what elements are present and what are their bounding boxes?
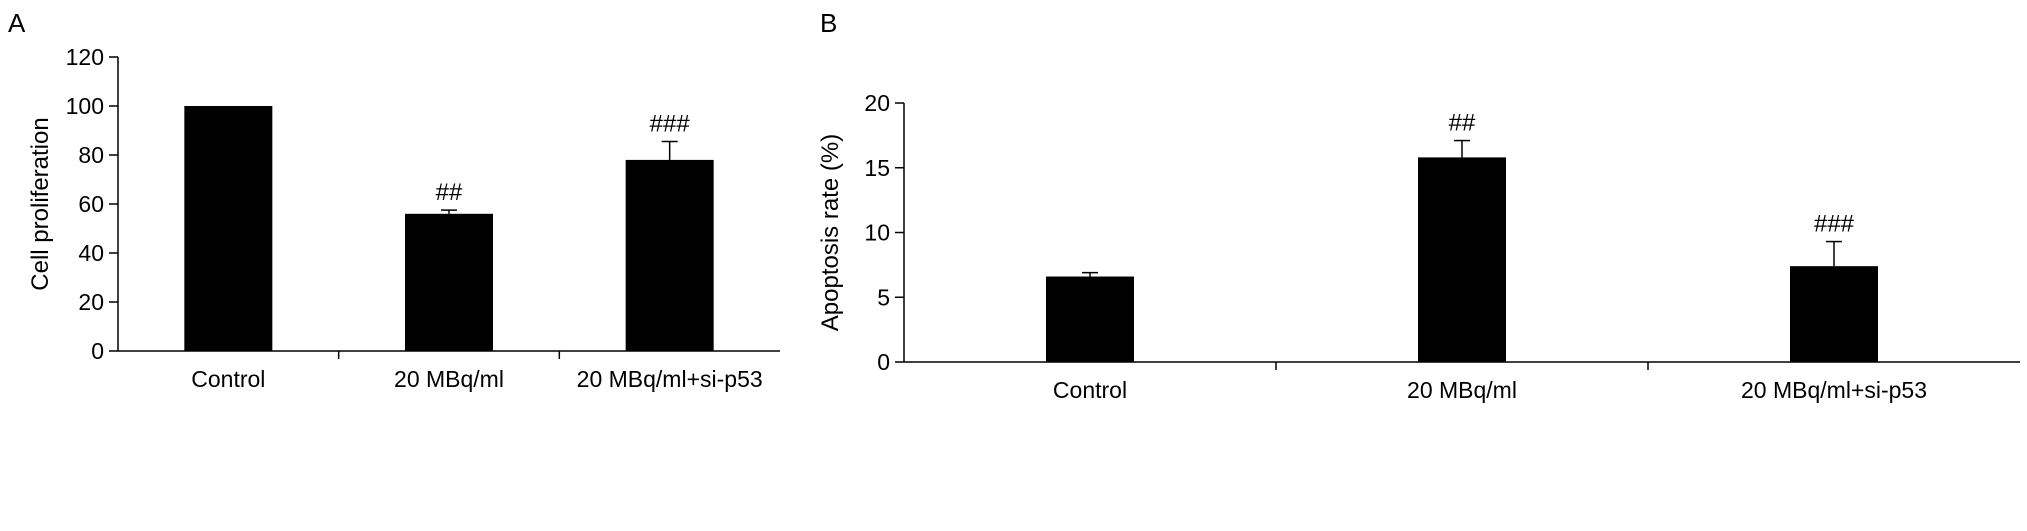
panel-b: B 0 5 10 15 20 Control ## 20 MBq/ml ### 20 MBq/ml+… xyxy=(817,8,2020,403)
y-tick-label: 80 xyxy=(78,142,104,168)
x-tick-label: 20 MBq/ml xyxy=(394,366,504,392)
bar xyxy=(405,213,493,351)
bar xyxy=(1418,157,1506,362)
y-axis-title: Apoptosis rate (%) xyxy=(817,134,844,331)
significance-label: ### xyxy=(650,111,691,138)
y-tick-label: 5 xyxy=(877,284,890,310)
bar xyxy=(184,106,273,351)
panel-label: A xyxy=(8,8,26,38)
x-tick-label: 20 MBq/ml+si-p53 xyxy=(577,366,763,392)
significance-label: ### xyxy=(1814,211,1855,238)
y-tick-label: 0 xyxy=(877,349,890,375)
y-tick-label: 120 xyxy=(66,44,104,70)
x-tick-label: 20 MBq/ml xyxy=(1407,377,1517,403)
y-axis-title: Cell proliferation xyxy=(27,117,54,290)
x-tick-label: Control xyxy=(1053,377,1127,403)
y-tick-label: 20 xyxy=(864,90,890,116)
bar xyxy=(1046,276,1134,362)
panel-label: B xyxy=(820,8,837,38)
x-tick-label: 20 MBq/ml+si-p53 xyxy=(1741,377,1927,403)
y-tick-label: 10 xyxy=(864,220,890,246)
bar xyxy=(625,159,714,351)
significance-label: ## xyxy=(1449,110,1476,137)
y-tick-label: 60 xyxy=(78,191,104,217)
y-tick-label: 100 xyxy=(66,93,104,119)
y-tick-label: 20 xyxy=(78,289,104,315)
x-tick-label: Control xyxy=(191,366,265,392)
significance-label: ## xyxy=(436,179,463,206)
panel-a: A 0 20 40 60 80 100 120 Control ## 20 MBq/ml ### 20 … xyxy=(8,8,780,392)
y-tick-label: 15 xyxy=(864,155,890,181)
y-tick-label: 40 xyxy=(78,240,104,266)
y-tick-label: 0 xyxy=(91,338,104,364)
bar xyxy=(1790,266,1878,362)
